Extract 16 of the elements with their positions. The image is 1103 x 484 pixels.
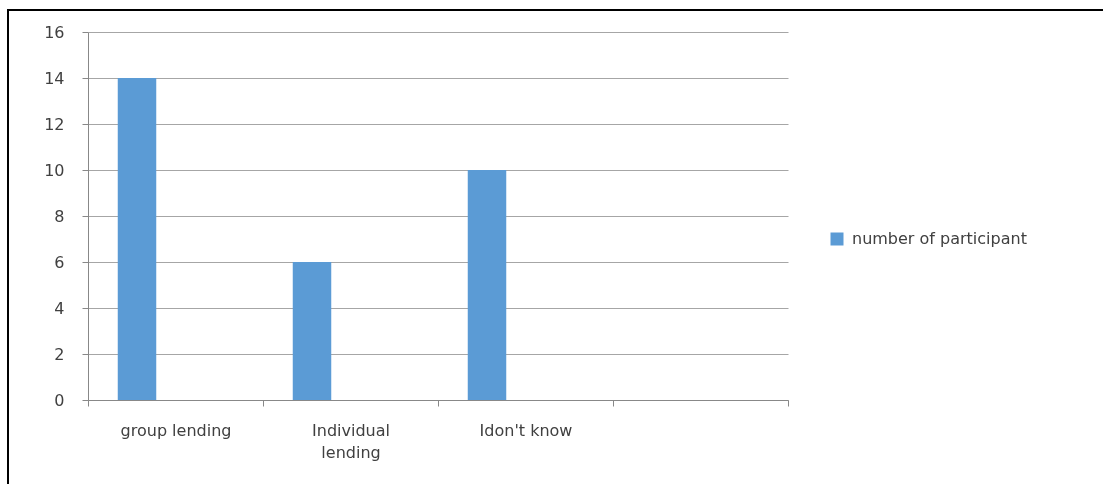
legend-label: number of participant (852, 229, 1027, 248)
x-tick-label: Idon't know (479, 420, 573, 440)
y-tick-label: 2 (54, 344, 65, 364)
bar (117, 78, 157, 400)
bar (292, 262, 332, 400)
y-tick-label: 4 (54, 298, 65, 318)
y-tick-label: 8 (54, 206, 65, 226)
y-tick-label: 14 (44, 68, 65, 88)
y-tick-label: 16 (44, 22, 65, 42)
y-tick-label: 12 (44, 114, 65, 134)
x-tick-label: Individual lending (312, 420, 390, 462)
y-tick-label: 6 (54, 252, 65, 272)
bar (467, 170, 507, 400)
x-tick-label: group lending (120, 420, 232, 440)
y-tick-label: 10 (44, 160, 65, 180)
y-tick-label: 0 (54, 390, 65, 410)
